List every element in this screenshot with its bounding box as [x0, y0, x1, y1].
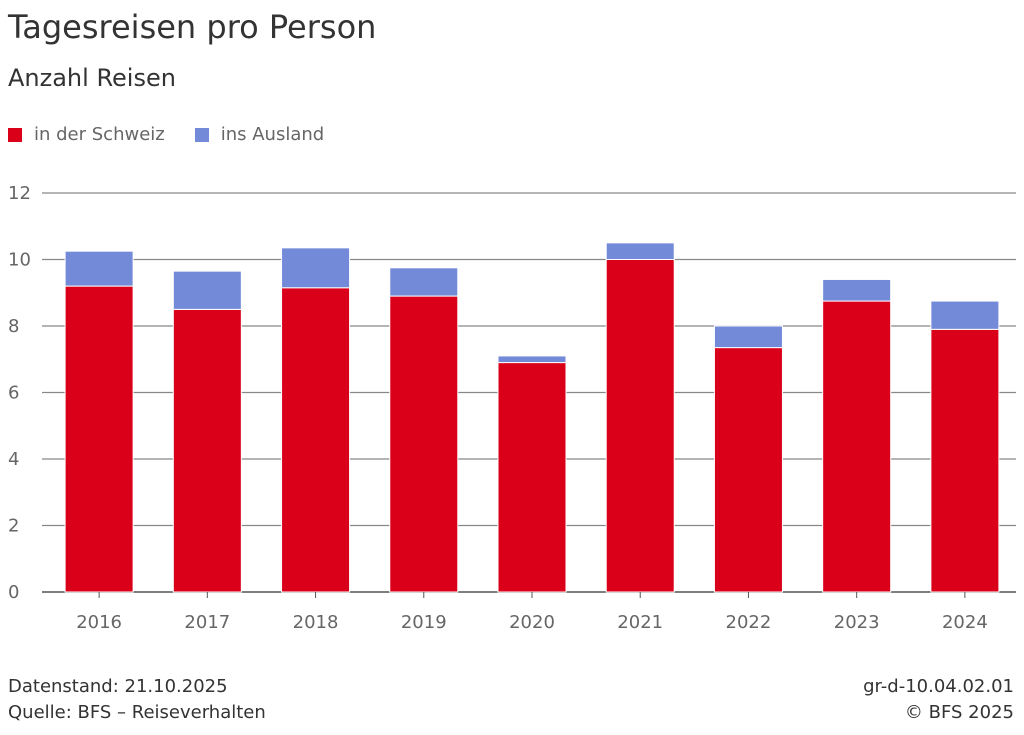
bar-ausland-2023 [822, 278, 892, 302]
y-tick-label-10: 10 [8, 250, 31, 271]
x-tick-label-2018: 2018 [293, 612, 339, 633]
y-tick-label-12: 12 [8, 183, 31, 204]
x-tick-label-2016: 2016 [76, 612, 122, 633]
y-tick-label-2: 2 [8, 516, 19, 537]
legend-swatch-ausland [194, 127, 209, 142]
bar-schweiz-2021 [605, 259, 675, 593]
chart-title: Tagesreisen pro Person [8, 8, 377, 46]
bar-schweiz-2023 [822, 300, 892, 593]
legend-item-ausland: ins Ausland [194, 124, 325, 145]
y-tick-label-0: 0 [8, 582, 19, 603]
legend-item-schweiz: in der Schweiz [8, 124, 165, 145]
legend-label-ausland: ins Ausland [220, 124, 325, 145]
y-tick-label-6: 6 [8, 383, 19, 404]
legend: in der Schweiz ins Ausland [8, 124, 324, 145]
x-tick-label-2021: 2021 [617, 612, 663, 633]
bar-ausland-2017 [172, 270, 242, 310]
x-tick-label-2017: 2017 [184, 612, 230, 633]
chart-subtitle: Anzahl Reisen [8, 64, 176, 92]
bar-chart: 0 2 4 6 8 10 12 2016 2017 2018 2019 2020 2021 2022 202… [8, 183, 1016, 633]
x-tick-label-2022: 2022 [726, 612, 772, 633]
x-tick-label-2023: 2023 [834, 612, 880, 633]
bar-ausland-2019 [389, 267, 459, 297]
bar-ausland-2022 [713, 325, 783, 349]
footer-left: Datenstand: 21.10.2025 Quelle: BFS – Rei… [8, 674, 266, 726]
legend-label-schweiz: in der Schweiz [34, 124, 165, 145]
data-date: Datenstand: 21.10.2025 [8, 676, 228, 697]
bar-schweiz-2016 [64, 285, 134, 593]
y-tick-label-8: 8 [8, 316, 19, 337]
legend-swatch-schweiz [8, 127, 22, 142]
bar-ausland-2020 [497, 355, 567, 364]
bar-schweiz-2020 [497, 362, 567, 593]
x-tick-label-2020: 2020 [509, 612, 555, 633]
footer-right: gr-d-10.04.02.01 © BFS 2025 [863, 674, 1014, 726]
bar-ausland-2018 [281, 247, 351, 289]
bar-schweiz-2019 [389, 295, 459, 593]
x-tick-label-2019: 2019 [401, 612, 447, 633]
bar-ausland-2016 [64, 250, 134, 287]
chart-code: gr-d-10.04.02.01 [863, 676, 1014, 697]
x-tick-label-2024: 2024 [942, 612, 988, 633]
bar-schweiz-2024 [930, 328, 1000, 593]
bar-schweiz-2018 [281, 287, 351, 593]
bar-ausland-2021 [605, 242, 675, 260]
data-source: Quelle: BFS – Reiseverhalten [8, 702, 266, 723]
bar-schweiz-2022 [713, 347, 783, 593]
bar-ausland-2024 [930, 300, 1000, 330]
bar-schweiz-2017 [172, 308, 242, 593]
copyright: © BFS 2025 [904, 702, 1014, 723]
y-tick-label-4: 4 [8, 449, 19, 470]
